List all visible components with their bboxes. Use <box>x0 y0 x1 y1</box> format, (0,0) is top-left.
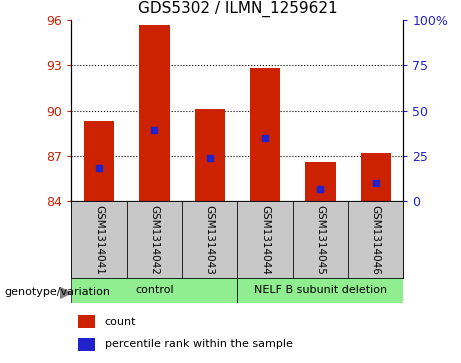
Text: genotype/variation: genotype/variation <box>5 287 111 297</box>
Bar <box>182 201 237 278</box>
Bar <box>361 153 391 201</box>
Bar <box>348 201 403 278</box>
Bar <box>293 201 348 278</box>
Bar <box>139 24 170 201</box>
Text: GSM1314042: GSM1314042 <box>149 205 160 274</box>
Bar <box>127 201 182 278</box>
Bar <box>71 278 237 303</box>
Text: control: control <box>135 285 174 295</box>
Polygon shape <box>60 287 71 298</box>
Text: GSM1314043: GSM1314043 <box>205 205 215 274</box>
Text: GSM1314046: GSM1314046 <box>371 205 381 274</box>
Text: percentile rank within the sample: percentile rank within the sample <box>105 339 293 350</box>
Bar <box>237 278 403 303</box>
Bar <box>71 201 127 278</box>
Title: GDS5302 / ILMN_1259621: GDS5302 / ILMN_1259621 <box>137 1 337 17</box>
Text: GSM1314044: GSM1314044 <box>260 205 270 274</box>
Bar <box>250 68 280 201</box>
Text: GSM1314045: GSM1314045 <box>315 205 325 274</box>
Bar <box>195 109 225 201</box>
Text: GSM1314041: GSM1314041 <box>94 205 104 274</box>
Bar <box>78 338 95 351</box>
Text: count: count <box>105 317 136 327</box>
Bar <box>237 201 293 278</box>
Bar <box>84 121 114 201</box>
Bar <box>305 162 336 201</box>
Bar <box>78 315 95 329</box>
Text: NELF B subunit deletion: NELF B subunit deletion <box>254 285 387 295</box>
